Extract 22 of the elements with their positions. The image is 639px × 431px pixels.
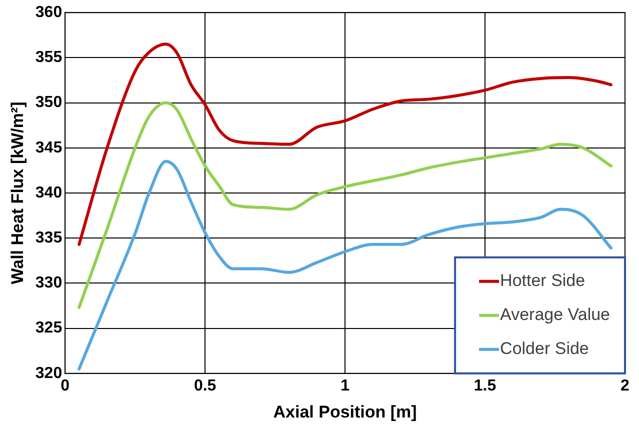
line-series bbox=[78, 101, 613, 310]
x-tick-label: 1 bbox=[340, 377, 350, 394]
y-tick-label: 330 bbox=[35, 274, 62, 292]
legend-label: Hotter Side bbox=[500, 271, 586, 290]
y-tick-label: 340 bbox=[35, 184, 62, 202]
y-tick-label: 345 bbox=[35, 139, 62, 156]
line-series bbox=[78, 160, 613, 370]
y-tick-label: 320 bbox=[35, 364, 62, 382]
y-tick-label: 335 bbox=[35, 230, 62, 247]
x-tick-label: 2 bbox=[620, 377, 630, 394]
y-axis-title: Wall Heat Flux [kW/m²] bbox=[8, 102, 27, 284]
y-tick-label: 325 bbox=[35, 320, 62, 337]
x-tick-label: 0.5 bbox=[194, 377, 216, 394]
legend-label: Colder Side bbox=[500, 339, 589, 358]
x-tick-label: 1.5 bbox=[474, 377, 496, 394]
legend-label: Average Value bbox=[500, 305, 610, 324]
x-axis-title: Axial Position [m] bbox=[273, 402, 417, 422]
line-series bbox=[78, 42, 613, 246]
y-tick-label: 355 bbox=[35, 49, 62, 66]
y-tick-label: 360 bbox=[35, 4, 62, 22]
x-tick-label: 0 bbox=[60, 377, 70, 394]
y-tick-label: 350 bbox=[35, 94, 62, 112]
